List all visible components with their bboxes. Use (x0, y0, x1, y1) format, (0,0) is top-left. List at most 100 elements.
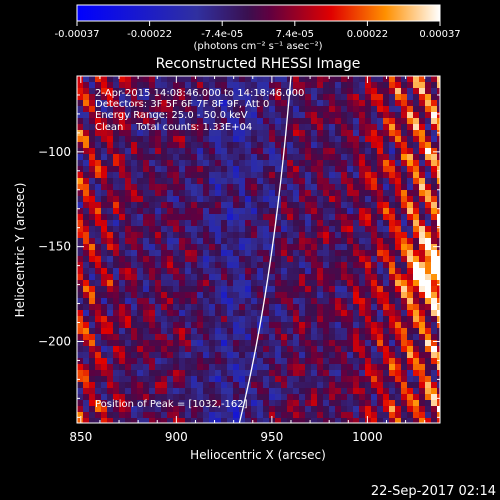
heatmap-cell (377, 202, 384, 209)
heatmap-cell (227, 364, 234, 371)
heatmap-cell (335, 370, 342, 377)
heatmap-cell (95, 88, 102, 95)
heatmap-cell (149, 316, 156, 323)
heatmap-cell (89, 226, 96, 233)
heatmap-cell (323, 370, 330, 377)
heatmap-cell (83, 298, 90, 305)
heatmap-cell (311, 268, 318, 275)
heatmap-cell (245, 316, 252, 323)
heatmap-cell (107, 148, 114, 155)
heatmap-cell (233, 238, 240, 245)
heatmap-cell (293, 88, 300, 95)
heatmap-cell (137, 232, 144, 239)
heatmap-cell (413, 388, 420, 395)
heatmap-cell (197, 394, 204, 401)
heatmap-cell (131, 118, 138, 125)
heatmap-cell (407, 220, 414, 227)
heatmap-cell (311, 346, 318, 353)
heatmap-cell (335, 232, 342, 239)
heatmap-cell (335, 226, 342, 233)
heatmap-cell (383, 298, 390, 305)
heatmap-cell (203, 304, 210, 311)
heatmap-cell (395, 304, 402, 311)
heatmap-cell (215, 334, 222, 341)
heatmap-cell (215, 286, 222, 293)
heatmap-cell (233, 142, 240, 149)
heatmap-cell (263, 292, 270, 299)
heatmap-cell (143, 202, 150, 209)
heatmap-cell (257, 142, 264, 149)
heatmap-cell (407, 274, 414, 281)
heatmap-cell (311, 352, 318, 359)
heatmap-cell (275, 340, 282, 347)
heatmap-cell (251, 178, 258, 185)
heatmap-cell (245, 106, 252, 113)
heatmap-cell (221, 352, 228, 359)
heatmap-cell (401, 334, 408, 341)
heatmap-cell (161, 268, 168, 275)
heatmap-cell (377, 94, 384, 101)
heatmap-cell (311, 208, 318, 215)
heatmap-cell (371, 214, 378, 221)
heatmap-cell (113, 394, 120, 401)
heatmap-cell (389, 244, 396, 251)
heatmap-cell (113, 310, 120, 317)
heatmap-cell (293, 118, 300, 125)
heatmap-cell (425, 130, 432, 137)
heatmap-cell (269, 298, 276, 305)
heatmap-cell (371, 154, 378, 161)
heatmap-cell (113, 178, 120, 185)
heatmap-cell (221, 400, 228, 407)
heatmap-cell (155, 370, 162, 377)
heatmap-cell (77, 346, 84, 353)
heatmap-cell (359, 190, 366, 197)
heatmap-cell (203, 220, 210, 227)
heatmap-cell (395, 178, 402, 185)
heatmap-cell (383, 328, 390, 335)
heatmap-cell (77, 382, 84, 389)
heatmap-cell (347, 160, 354, 167)
heatmap-cell (137, 88, 144, 95)
heatmap-cell (83, 394, 90, 401)
heatmap-cell (293, 178, 300, 185)
heatmap-cell (425, 196, 432, 203)
heatmap-cell (173, 130, 180, 137)
heatmap-cell (425, 118, 432, 125)
heatmap-cell (437, 358, 440, 365)
heatmap-cell (401, 370, 408, 377)
heatmap-cell (167, 178, 174, 185)
heatmap-cell (167, 106, 174, 113)
annotation-detectors: Detectors: 3F 5F 6F 7F 8F 9F, Att 0 (95, 99, 269, 110)
heatmap-cell (221, 124, 228, 131)
heatmap-cell (179, 202, 186, 209)
heatmap-cell (341, 274, 348, 281)
heatmap-cell (341, 220, 348, 227)
heatmap-cell (203, 76, 210, 83)
heatmap-cell (125, 232, 132, 239)
heatmap-cell (299, 118, 306, 125)
heatmap-cell (413, 154, 420, 161)
heatmap-cell (317, 238, 324, 245)
heatmap-cell (113, 388, 120, 395)
heatmap-cell (83, 256, 90, 263)
heatmap-cell (335, 154, 342, 161)
heatmap-cell (155, 346, 162, 353)
heatmap-cell (383, 286, 390, 293)
heatmap-cell (83, 412, 90, 419)
heatmap-cell (341, 160, 348, 167)
heatmap-cell (149, 124, 156, 131)
heatmap-cell (395, 166, 402, 173)
heatmap-cell (269, 196, 276, 203)
heatmap-cell (377, 256, 384, 263)
heatmap-cell (173, 400, 180, 407)
heatmap-cell (251, 154, 258, 161)
heatmap-cell (347, 142, 354, 149)
heatmap-cell (245, 262, 252, 269)
heatmap-cell (215, 190, 222, 197)
heatmap-cell (197, 178, 204, 185)
heatmap-cell (203, 340, 210, 347)
heatmap-cell (329, 202, 336, 209)
heatmap-cell (215, 220, 222, 227)
heatmap-cell (413, 256, 420, 263)
heatmap-cell (353, 178, 360, 185)
